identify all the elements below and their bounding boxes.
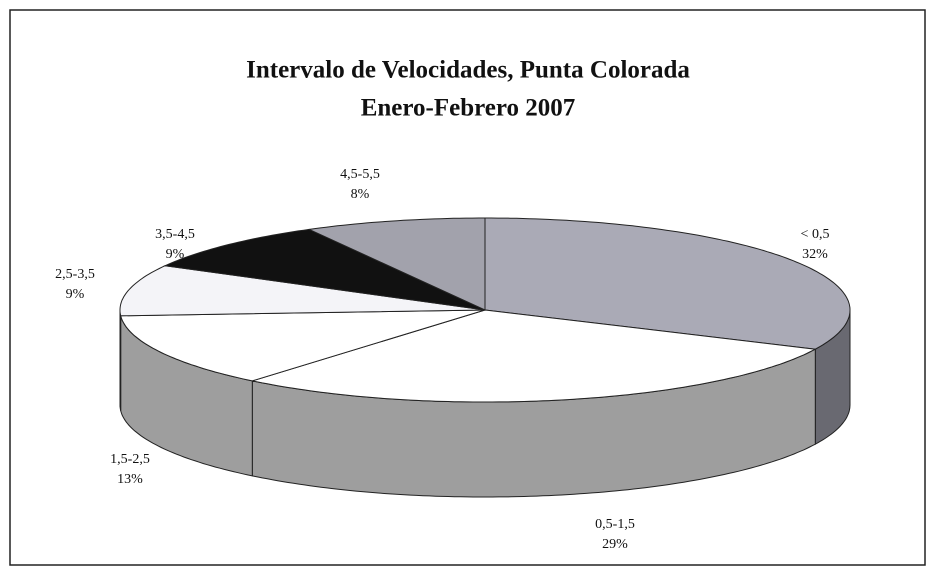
slice-label: 4,5-5,5: [340, 167, 380, 182]
slice: [307, 217, 486, 311]
slice-value-label: 13%: [117, 472, 143, 487]
labels: < 0,5 32% 0,5-1,5 29% 1,5-2,5 13% 2,5-3,5 9% 3,5…: [55, 167, 829, 552]
chart-title: Intervalo de Velocidades, Punta Colorada: [246, 57, 690, 84]
slice-value-label: 9%: [66, 287, 85, 302]
slice-value-label: 9%: [166, 247, 185, 262]
slice-value-label: 8%: [351, 187, 370, 202]
slice-label: 1,5-2,5: [110, 452, 150, 467]
slice-value-label: 32%: [802, 247, 828, 262]
slice-label: 3,5-4,5: [155, 227, 195, 242]
slice: [484, 217, 851, 350]
slice: [120, 309, 486, 382]
slice-value-label: 29%: [602, 537, 628, 552]
chart-subtitle: Enero-Febrero 2007: [361, 95, 576, 122]
slice: [163, 228, 486, 311]
slice: [119, 265, 486, 317]
slice-side: [119, 310, 122, 411]
slice: [252, 309, 818, 403]
slice-label: 0,5-1,5: [595, 517, 635, 532]
pie-sides: [119, 309, 851, 498]
pie-tops: [119, 217, 851, 403]
slice-label: 2,5-3,5: [55, 267, 95, 282]
slice-label: < 0,5: [801, 227, 830, 242]
